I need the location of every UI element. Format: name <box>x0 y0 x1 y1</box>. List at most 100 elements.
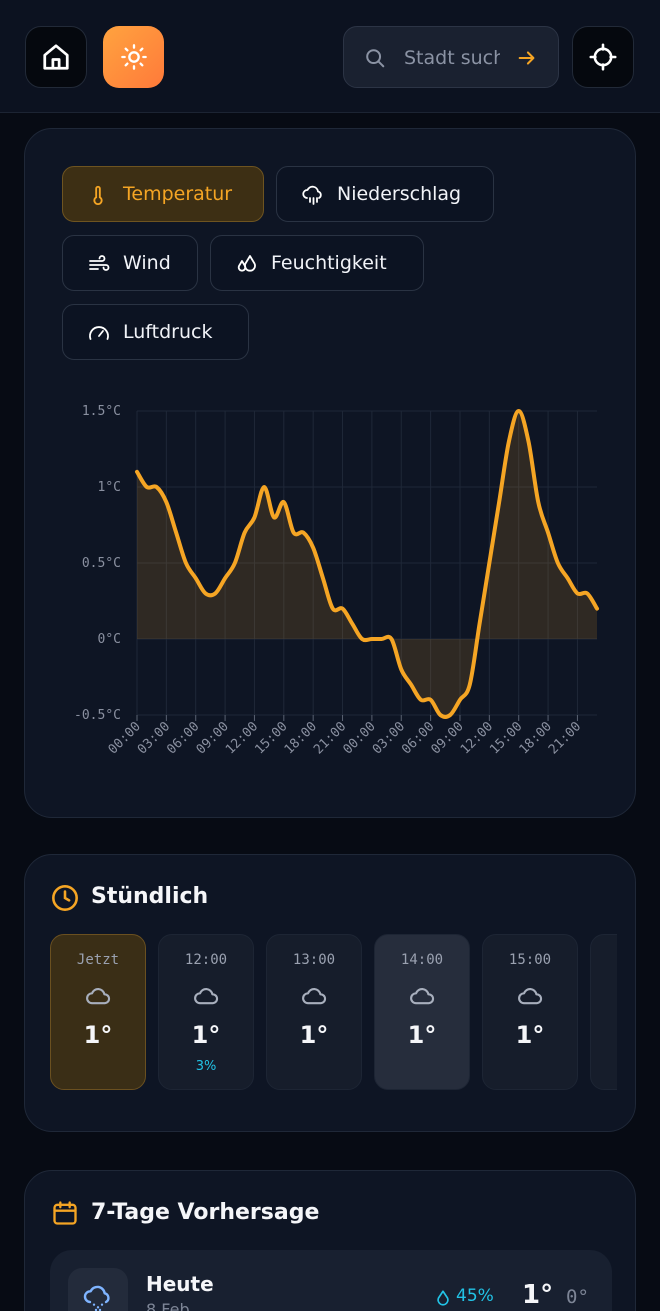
x-tick-label: 21:00 <box>546 719 584 757</box>
cloud-icon <box>301 983 329 1011</box>
data-point[interactable] <box>595 607 599 611</box>
x-tick-label: 06:00 <box>164 719 202 757</box>
hour-tile[interactable]: 16:00 <box>590 934 617 1090</box>
data-point[interactable] <box>252 515 256 519</box>
hour-tile[interactable]: Jetzt 1° <box>50 934 146 1090</box>
hour-tile[interactable]: 13:00 1° <box>266 934 362 1090</box>
city-search-box[interactable] <box>343 26 559 88</box>
cloud-icon <box>409 983 437 1011</box>
data-point[interactable] <box>233 561 237 565</box>
data-point[interactable] <box>585 591 589 595</box>
data-point[interactable] <box>331 607 335 611</box>
data-point[interactable] <box>223 576 227 580</box>
data-point[interactable] <box>468 683 472 687</box>
x-tick-label: 12:00 <box>223 719 261 757</box>
arrow-right-icon[interactable] <box>516 47 538 69</box>
x-tick-label: 09:00 <box>194 719 232 757</box>
x-tick-label: 03:00 <box>370 719 408 757</box>
data-point[interactable] <box>438 713 442 717</box>
hourly-strip[interactable]: Jetzt 1° 12:00 1° 3% 13:00 1° 14:00 1° 15:00 1° 16:… <box>50 934 617 1090</box>
y-tick-label: -0.5°C <box>74 708 121 723</box>
app-header <box>0 0 660 113</box>
data-point[interactable] <box>546 531 550 535</box>
data-point[interactable] <box>155 485 159 489</box>
hour-tile[interactable]: 12:00 1° 3% <box>158 934 254 1090</box>
data-point[interactable] <box>389 637 393 641</box>
data-point[interactable] <box>507 439 511 443</box>
x-tick-label: 21:00 <box>311 719 349 757</box>
data-point[interactable] <box>145 485 149 489</box>
data-point[interactable] <box>497 500 501 504</box>
tab-label: Temperatur <box>123 183 233 205</box>
gauge-icon <box>89 326 109 340</box>
hour-precip: 3% <box>195 1059 217 1074</box>
data-point[interactable] <box>360 637 364 641</box>
y-tick-label: 1°C <box>98 480 121 495</box>
data-point[interactable] <box>243 531 247 535</box>
hourly-forecast-card: Stündlich Jetzt 1° 12:00 1° 3% 13:00 1° 14:00 1°… <box>24 854 636 1132</box>
data-point[interactable] <box>301 531 305 535</box>
data-point[interactable] <box>419 698 423 702</box>
tab-luftdruck[interactable]: Luftdruck <box>62 304 249 360</box>
data-point[interactable] <box>458 698 462 702</box>
data-point[interactable] <box>213 591 217 595</box>
section-title: 7-Tage Vorhersage <box>91 1200 320 1225</box>
data-point[interactable] <box>478 622 482 626</box>
y-tick-label: 0.5°C <box>82 556 121 571</box>
data-point[interactable] <box>194 576 198 580</box>
data-point[interactable] <box>487 561 491 565</box>
data-point[interactable] <box>429 698 433 702</box>
data-point[interactable] <box>536 500 540 504</box>
data-point[interactable] <box>448 713 452 717</box>
data-point[interactable] <box>184 561 188 565</box>
cloud-icon <box>193 983 221 1011</box>
data-point[interactable] <box>517 409 521 413</box>
tab-label: Wind <box>123 252 171 274</box>
x-tick-label: 15:00 <box>487 719 525 757</box>
data-point[interactable] <box>204 591 208 595</box>
day-row-today[interactable]: Heute 8 Feb 45% 1° 0° <box>50 1250 612 1311</box>
data-point[interactable] <box>409 683 413 687</box>
data-point[interactable] <box>282 500 286 504</box>
data-point[interactable] <box>380 637 384 641</box>
hour-tile[interactable]: 15:00 1° <box>482 934 578 1090</box>
theme-toggle-button[interactable] <box>103 26 164 88</box>
cloud-snow-icon <box>83 1285 110 1311</box>
data-point[interactable] <box>135 470 139 474</box>
tab-feuchtigkeit[interactable]: Feuchtigkeit <box>210 235 424 291</box>
data-point[interactable] <box>526 439 530 443</box>
locate-button[interactable] <box>572 26 634 88</box>
hour-time: 13:00 <box>292 952 336 968</box>
data-point[interactable] <box>262 485 266 489</box>
clock-icon <box>52 885 78 911</box>
droplet-icon <box>437 1290 449 1306</box>
data-point[interactable] <box>272 515 276 519</box>
data-point[interactable] <box>566 576 570 580</box>
day-min-temp: 0° <box>566 1286 589 1308</box>
tab-label: Feuchtigkeit <box>271 252 387 274</box>
data-point[interactable] <box>341 607 345 611</box>
data-point[interactable] <box>556 561 560 565</box>
data-point[interactable] <box>575 591 579 595</box>
data-point[interactable] <box>164 500 168 504</box>
hour-tile[interactable]: 14:00 1° <box>374 934 470 1090</box>
hour-time: Jetzt <box>76 952 120 968</box>
droplets-icon <box>237 255 256 272</box>
data-point[interactable] <box>321 576 325 580</box>
temperature-chart: 1.5°C1°C0.5°C0°C-0.5°C00:0003:0006:0009:… <box>74 404 599 758</box>
data-point[interactable] <box>292 531 296 535</box>
data-point[interactable] <box>174 531 178 535</box>
data-point[interactable] <box>350 622 354 626</box>
day-name: Heute <box>146 1272 214 1296</box>
tab-label: Luftdruck <box>123 321 213 343</box>
tab-niederschlag[interactable]: Niederschlag <box>276 166 494 222</box>
city-search-input[interactable] <box>404 45 500 71</box>
data-point[interactable] <box>311 546 315 550</box>
home-icon <box>43 44 69 70</box>
data-point[interactable] <box>370 637 374 641</box>
home-button[interactable] <box>25 26 87 88</box>
tab-temperatur[interactable]: Temperatur <box>62 166 264 222</box>
data-point[interactable] <box>399 667 403 671</box>
hour-temp: 1° <box>83 1021 113 1049</box>
tab-wind[interactable]: Wind <box>62 235 198 291</box>
